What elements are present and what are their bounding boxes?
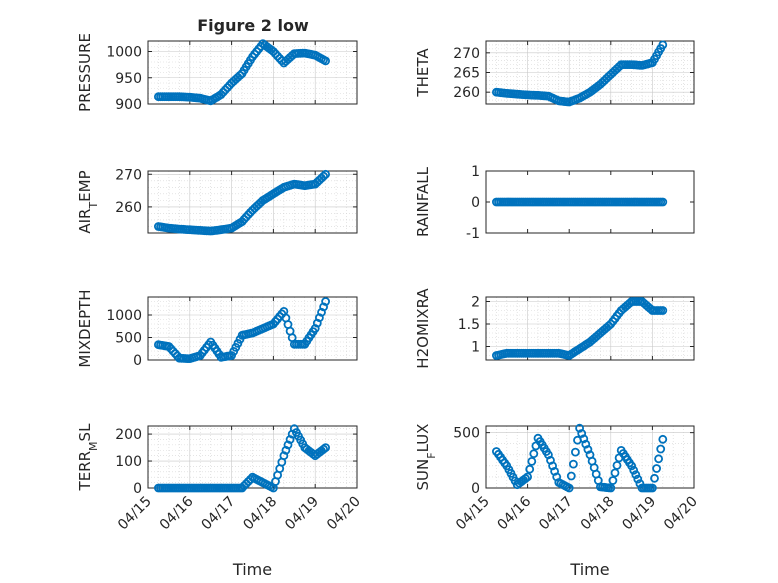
y-axis-label: MIXDEPTH <box>76 289 94 367</box>
x-tick-label: 04/17 <box>536 494 576 534</box>
data-point <box>633 474 643 484</box>
x-axis-label: Time <box>569 560 609 579</box>
x-tick-label: 04/15 <box>453 494 493 534</box>
x-tick-label: 04/16 <box>157 493 197 533</box>
data-point <box>656 444 666 454</box>
x-tick-label: 04/18 <box>578 494 618 534</box>
y-tick-label: 1.5 <box>458 317 480 333</box>
data-point <box>658 197 668 207</box>
data-point <box>319 171 329 181</box>
y-tick-label: 2 <box>471 295 480 311</box>
data-point <box>321 169 331 179</box>
y-tick-label: 0 <box>133 353 142 369</box>
x-tick-label: 04/19 <box>282 494 322 534</box>
panel-sun-flux: 0 500 SUNFLUX 04/15 04/16 04/17 04/18 04/19 04/2… <box>414 424 701 579</box>
panel-pressure: 900 950 1000 PRESSURE <box>76 33 358 113</box>
panel-theta: 260 265 270 THETA <box>414 40 695 107</box>
data-point <box>631 470 641 480</box>
panel-rainfall: -1 0 1 RAINFALL <box>414 164 695 242</box>
data-point <box>650 473 659 483</box>
data-point <box>321 297 331 306</box>
y-tick-label: 270 <box>115 167 142 183</box>
x-tick-label: 04/16 <box>495 493 535 533</box>
data-point <box>629 465 639 475</box>
axes-frame <box>147 296 358 361</box>
axes-frame <box>147 170 358 234</box>
data-point <box>658 434 668 444</box>
panel-mixdepth: 0 500 1000 MIXDEPTH <box>76 289 358 369</box>
y-tick-label: 0 <box>471 195 480 211</box>
y-axis-label: THETA <box>414 48 432 98</box>
data-point <box>321 443 331 453</box>
data-point <box>612 460 622 470</box>
y-tick-label: 0 <box>133 481 142 497</box>
x-tick-label: 04/19 <box>619 494 659 534</box>
data-point <box>652 464 661 473</box>
data-point <box>648 483 657 493</box>
y-axis-label: PRESSURE <box>76 33 94 112</box>
data-point <box>525 464 535 474</box>
y-axis-label: RAINFALL <box>414 166 432 237</box>
data-point <box>566 471 576 481</box>
data-point <box>571 447 580 457</box>
y-tick-label: 1 <box>471 164 480 180</box>
data-point <box>608 476 618 485</box>
x-tick-label: 04/20 <box>661 494 701 534</box>
x-tick-label: 04/17 <box>199 494 239 534</box>
y-tick-label: 265 <box>453 66 480 82</box>
data-point <box>627 461 636 471</box>
data-point <box>523 472 532 482</box>
data-point <box>564 483 574 493</box>
y-tick-label: 270 <box>453 46 480 62</box>
y-axis-label: TERRMSL <box>76 423 100 492</box>
x-axis-label: Time <box>232 560 272 579</box>
y-axis-label: H2OMIXRA <box>414 288 432 369</box>
data-point <box>654 454 663 464</box>
figure-title: Figure 2 low <box>197 16 309 35</box>
data-point <box>658 306 668 315</box>
y-tick-label: 950 <box>115 71 142 87</box>
panel-terr-msl: 0 100 200 TERRMSL 04/15 04/16 04/17 04/18 04/19 0… <box>76 423 364 579</box>
y-tick-label: 1000 <box>106 308 142 324</box>
axes-frame <box>147 425 358 489</box>
y-tick-label: 900 <box>115 97 142 113</box>
y-tick-label: 500 <box>115 331 142 347</box>
data-point <box>658 40 668 50</box>
x-tick-label: 04/20 <box>324 494 364 534</box>
x-tick-label: 04/18 <box>240 494 280 534</box>
axes-frame <box>147 40 358 105</box>
y-tick-label: 200 <box>115 427 142 443</box>
y-tick-label: 1 <box>471 340 480 356</box>
data-point <box>569 459 578 469</box>
y-tick-label: 500 <box>453 426 480 442</box>
data-point <box>235 71 245 80</box>
x-tick-label: 04/15 <box>115 494 155 534</box>
axes-frame <box>485 425 695 489</box>
y-tick-label: 100 <box>115 454 142 470</box>
data-point <box>527 456 537 466</box>
y-axis-label: SUNFLUX <box>414 424 438 491</box>
y-tick-label: 0 <box>471 481 480 497</box>
panel-h2omixra: 1 1.5 2 H2OMIXRA <box>414 288 695 369</box>
axes-frame <box>485 296 695 361</box>
y-tick-label: 260 <box>115 200 142 216</box>
panel-air-temp: 260 270 AIRTEMP <box>76 167 358 236</box>
y-tick-label: 260 <box>453 85 480 101</box>
y-tick-label: 1000 <box>106 45 142 61</box>
data-point <box>610 468 620 478</box>
data-point <box>321 56 331 66</box>
data-point <box>606 483 616 493</box>
y-tick-label: -1 <box>466 226 480 242</box>
y-axis-label: AIRTEMP <box>76 170 100 233</box>
data-point <box>529 449 539 459</box>
